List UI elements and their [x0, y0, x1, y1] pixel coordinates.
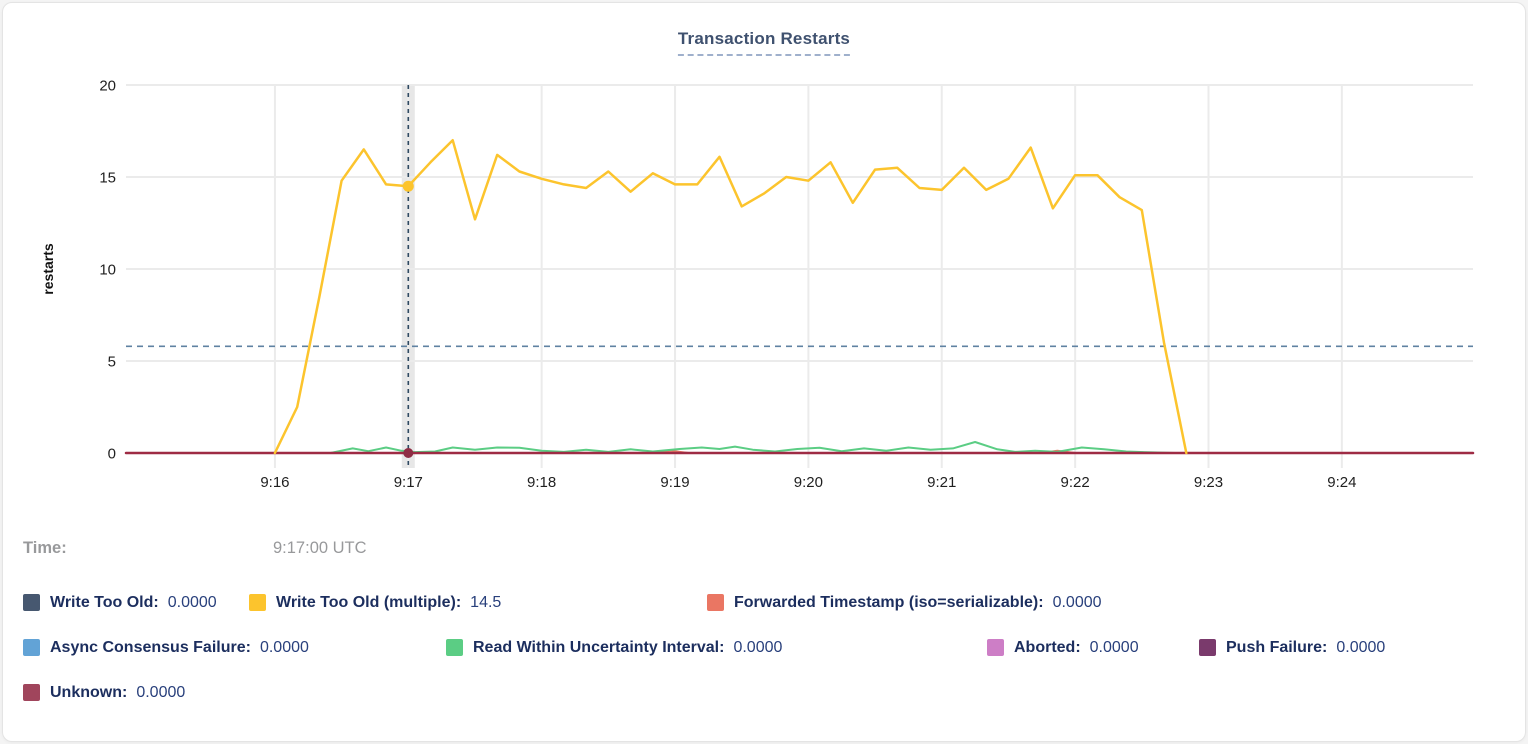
x-axis-tick-label: 9:22	[1061, 474, 1090, 491]
y-axis-tick-label: 10	[99, 262, 116, 279]
legend-swatch	[23, 639, 40, 656]
time-label: Time:	[23, 539, 67, 557]
legend-row: Unknown: 0.0000	[23, 681, 1505, 704]
legend-item-write-too-old: Write Too Old: 0.0000	[23, 594, 249, 612]
legend-swatch	[23, 684, 40, 701]
y-axis-tick-label: 15	[99, 170, 116, 187]
series-line-read-within-uncertainty-interval	[329, 441, 1177, 454]
legend-value: 0.0000	[167, 593, 217, 611]
time-value: 9:17:00 UTC	[273, 539, 367, 557]
legend-swatch	[23, 594, 40, 611]
legend-value: 0.0000	[259, 638, 309, 656]
legend-swatch	[249, 594, 266, 611]
legend-label: Unknown:	[50, 683, 128, 701]
legend-row: Async Consensus Failure: 0.0000 Read Withi…	[23, 636, 1505, 659]
transaction-restarts-plot[interactable]: 0 5 10 15 20 9:16 9:17 9:18 9:19 9:20 9:21 9:22 9:23…	[3, 3, 1528, 533]
legend-swatch	[446, 639, 463, 656]
y-axis-tick-label: 20	[99, 78, 116, 95]
legend-label: Aborted:	[1014, 638, 1081, 656]
legend-item-read-within-uncertainty-interval: Read Within Uncertainty Interval: 0.0000	[446, 639, 987, 657]
legend-item-aborted: Aborted: 0.0000	[987, 639, 1199, 657]
legend-item-push-failure: Push Failure: 0.0000	[1199, 639, 1385, 657]
legend-label: Forwarded Timestamp (iso=serializable):	[734, 593, 1044, 611]
chart-title[interactable]: Transaction Restarts	[677, 29, 851, 56]
x-axis-tick-label: 9:21	[927, 474, 956, 491]
legend-label: Write Too Old:	[50, 593, 159, 611]
x-axis-tick-label: 9:17	[394, 474, 423, 491]
legend-label: Read Within Uncertainty Interval:	[473, 638, 725, 656]
series-line-write-too-old-multiple	[273, 138, 1188, 455]
legend-value: 0.0000	[733, 638, 783, 656]
hover-marker-write-too-old-multiple	[402, 180, 414, 192]
y-axis-title: restarts	[40, 243, 56, 295]
legend-value: 14.5	[470, 593, 502, 611]
legend-item-async-consensus-failure: Async Consensus Failure: 0.0000	[23, 639, 446, 657]
x-axis-tick-label: 9:24	[1327, 474, 1356, 491]
x-axis-tick-label: 9:19	[660, 474, 689, 491]
legend-value: 0.0000	[1052, 593, 1102, 611]
legend-item-forwarded-timestamp-iso-serializable: Forwarded Timestamp (iso=serializable): 0…	[707, 594, 1102, 612]
hover-time-row: Time: 9:17:00 UTC	[3, 539, 1525, 563]
legend-row: Write Too Old: 0.0000 Write Too Old (multi…	[23, 591, 1505, 614]
x-axis-tick-label: 9:18	[527, 474, 556, 491]
legend-value: 0.0000	[136, 683, 186, 701]
legend-label: Push Failure:	[1226, 638, 1328, 656]
legend-swatch	[707, 594, 724, 611]
legend-item-write-too-old-multiple: Write Too Old (multiple): 14.5	[249, 594, 707, 612]
legend-value: 0.0000	[1089, 638, 1139, 656]
y-axis-tick-label: 0	[108, 446, 116, 463]
legend-swatch	[1199, 639, 1216, 656]
legend-swatch	[987, 639, 1004, 656]
legend-item-unknown: Unknown: 0.0000	[23, 684, 185, 702]
legend-label: Write Too Old (multiple):	[276, 593, 462, 611]
y-axis-tick-label: 5	[108, 354, 116, 371]
legend-label: Async Consensus Failure:	[50, 638, 251, 656]
x-axis-tick-label: 9:16	[260, 474, 289, 491]
legend-value: 0.0000	[1336, 638, 1386, 656]
x-axis-tick-label: 9:20	[794, 474, 823, 491]
x-axis-tick-label: 9:23	[1194, 474, 1223, 491]
legend: Write Too Old: 0.0000 Write Too Old (multi…	[23, 591, 1505, 726]
hover-marker-unknown	[403, 448, 414, 458]
